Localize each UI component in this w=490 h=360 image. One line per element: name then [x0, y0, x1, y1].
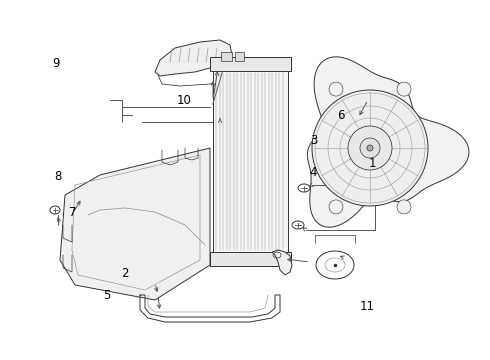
- FancyBboxPatch shape: [235, 51, 244, 60]
- FancyBboxPatch shape: [210, 57, 291, 71]
- Circle shape: [329, 200, 343, 214]
- Polygon shape: [272, 250, 292, 275]
- Circle shape: [397, 200, 411, 214]
- Text: 5: 5: [103, 289, 111, 302]
- FancyBboxPatch shape: [213, 68, 288, 255]
- Circle shape: [329, 82, 343, 96]
- Circle shape: [397, 82, 411, 96]
- Polygon shape: [155, 40, 232, 76]
- Text: 11: 11: [360, 300, 375, 312]
- Text: 3: 3: [310, 134, 318, 147]
- FancyBboxPatch shape: [210, 252, 291, 266]
- Text: 2: 2: [121, 267, 129, 280]
- Text: 7: 7: [69, 206, 76, 219]
- Text: 10: 10: [176, 94, 191, 107]
- Polygon shape: [307, 57, 469, 227]
- FancyBboxPatch shape: [220, 51, 231, 60]
- Circle shape: [312, 90, 428, 206]
- Text: 9: 9: [52, 57, 60, 69]
- Text: 8: 8: [54, 170, 62, 183]
- Polygon shape: [60, 148, 210, 300]
- Text: 4: 4: [310, 166, 318, 179]
- Circle shape: [348, 126, 392, 170]
- Circle shape: [367, 145, 373, 151]
- Circle shape: [360, 138, 380, 158]
- Text: 6: 6: [337, 109, 344, 122]
- Text: 1: 1: [368, 157, 376, 170]
